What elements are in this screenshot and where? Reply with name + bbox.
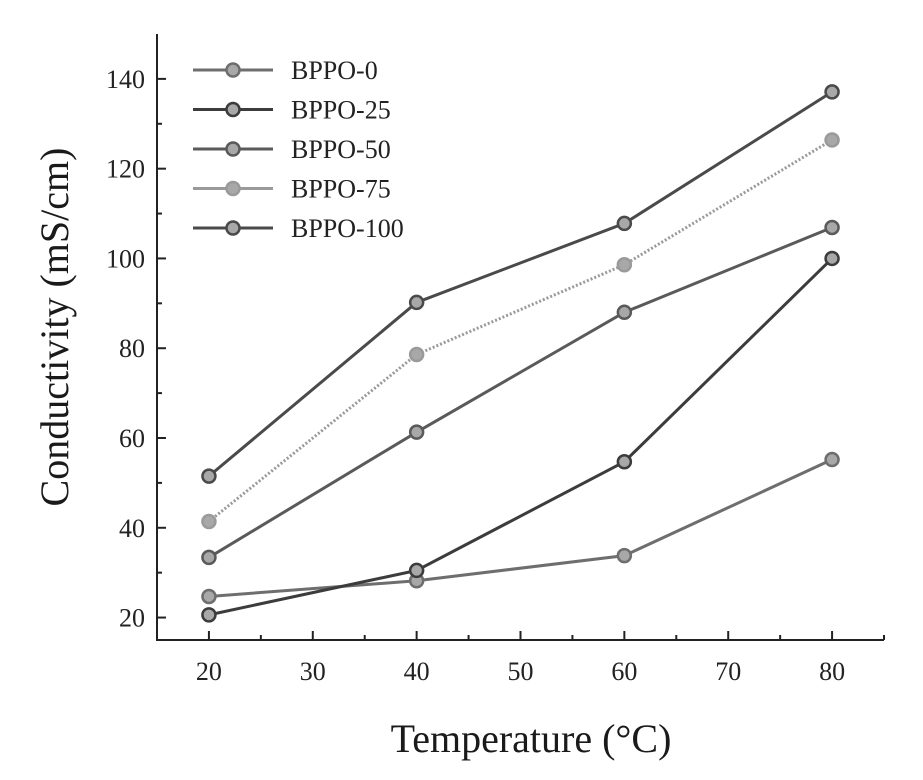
legend-marker — [225, 62, 241, 78]
legend-item: BPPO-100 — [193, 214, 404, 243]
data-point — [201, 588, 217, 605]
series-bppo-25 — [201, 250, 840, 623]
data-point — [616, 454, 633, 470]
axes: 20 40 60 80 100 120 140 20 30 40 50 60 70 80 — [106, 34, 885, 686]
data-point — [408, 424, 425, 440]
legend-marker — [225, 180, 241, 197]
y-axis-title: Conductivity (mS/cm) — [32, 148, 77, 507]
data-point — [408, 346, 425, 363]
series-line — [207, 138, 833, 523]
data-point — [824, 84, 840, 100]
legend-marker — [225, 101, 241, 118]
y-tick-label: 60 — [119, 424, 145, 453]
data-point — [824, 219, 840, 236]
series-bppo-100 — [201, 84, 840, 484]
series-bppo-0 — [201, 451, 840, 605]
data-point — [408, 562, 425, 579]
series-line — [208, 257, 834, 617]
x-axis-title: Temperature (°C) — [391, 716, 672, 761]
series-line — [207, 90, 833, 478]
x-tick-label: 80 — [819, 657, 845, 686]
series-line — [208, 226, 833, 559]
legend-label: BPPO-50 — [291, 135, 391, 164]
data-point — [824, 451, 840, 468]
y-tick-label: 140 — [106, 65, 145, 94]
legend: BPPO-0 BPPO-25 BPPO-50 BPPO-75 BPPO-100 — [193, 56, 404, 243]
legend-marker — [225, 220, 241, 236]
data-point — [408, 294, 425, 311]
x-tick-label: 40 — [404, 657, 430, 686]
data-point — [201, 513, 217, 530]
legend-label: BPPO-25 — [291, 96, 391, 125]
x-tick-label: 70 — [715, 657, 741, 686]
y-tick-label: 120 — [106, 155, 145, 184]
data-point — [616, 215, 633, 232]
data-point — [616, 304, 633, 321]
legend-item: BPPO-0 — [193, 56, 378, 85]
data-point — [616, 547, 633, 564]
legend-label: BPPO-100 — [291, 214, 404, 243]
legend-item: BPPO-25 — [193, 96, 391, 125]
series-bppo-50 — [201, 219, 840, 566]
series-bppo-75 — [201, 132, 840, 530]
data-point — [201, 468, 217, 484]
data-point — [616, 256, 633, 273]
legend-label: BPPO-0 — [291, 56, 378, 85]
x-tick-label: 60 — [611, 657, 637, 686]
y-tick-label: 20 — [119, 604, 145, 633]
x-tick-label: 50 — [508, 657, 534, 686]
axis-frame — [156, 34, 884, 641]
legend-label: BPPO-75 — [291, 175, 391, 204]
legend-item: BPPO-75 — [193, 175, 391, 204]
series-line — [208, 458, 833, 598]
legend-marker — [225, 141, 241, 157]
series-layer — [201, 84, 840, 623]
y-tick-label: 80 — [119, 334, 145, 363]
data-point — [824, 250, 840, 267]
data-point — [824, 132, 840, 148]
x-tick-label: 20 — [196, 657, 222, 686]
y-tick-label: 40 — [119, 514, 145, 543]
x-tick-label: 30 — [300, 657, 326, 686]
legend-item: BPPO-50 — [193, 135, 391, 164]
data-point — [201, 549, 217, 566]
data-point — [201, 607, 217, 623]
y-tick-label: 100 — [106, 244, 145, 273]
